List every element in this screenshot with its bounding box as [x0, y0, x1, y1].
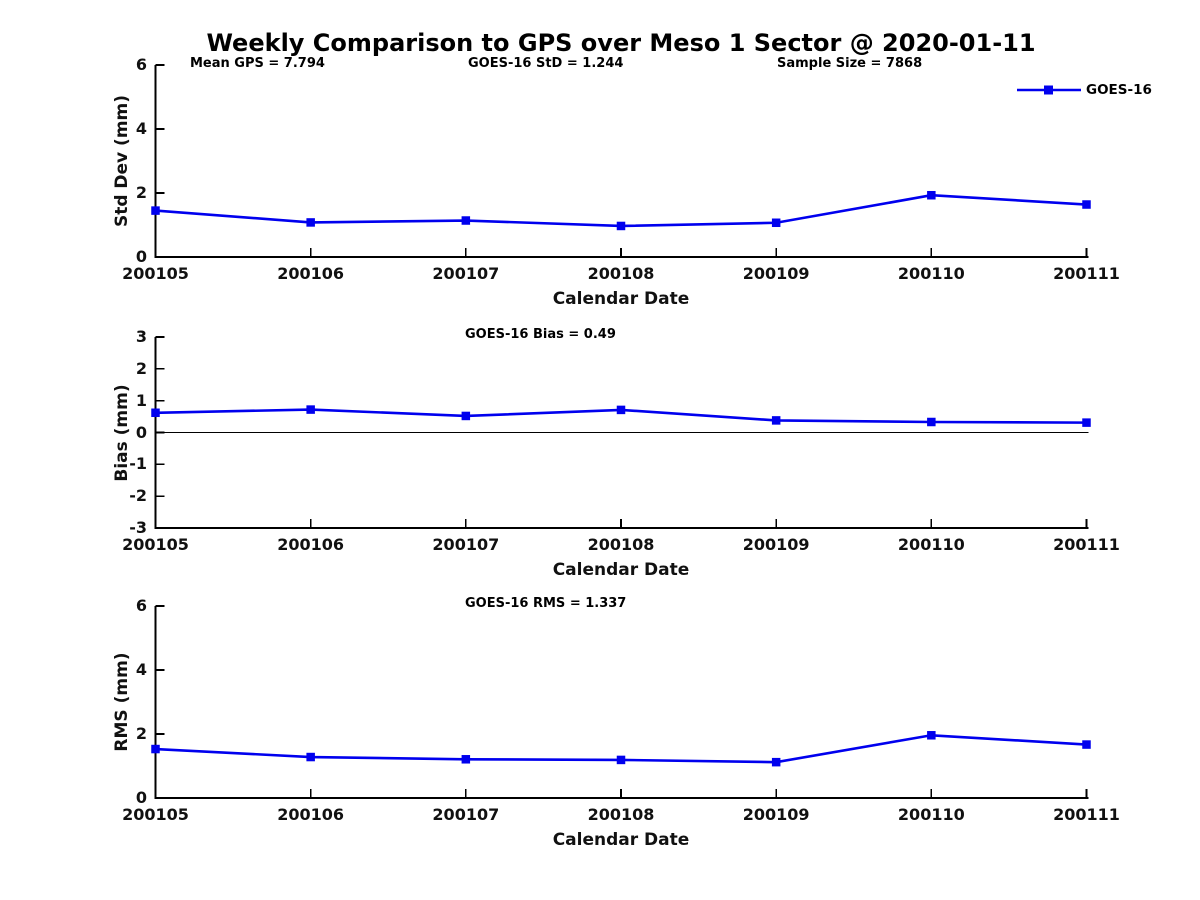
- bias-data-marker: [461, 411, 471, 421]
- bias-y-tick-label: 1: [135, 390, 147, 410]
- stddev-y-tick-label: 0: [135, 247, 147, 266]
- stddev-x-tick-label: 200108: [587, 264, 655, 283]
- rms-x-tick-label: 200106: [277, 805, 345, 824]
- legend-line-marker-icon: [1017, 85, 1081, 95]
- stddev-data-marker: [151, 206, 160, 215]
- rms-plot-area: [151, 605, 1091, 799]
- bias-y-tick-label: -1: [129, 454, 147, 474]
- rms-y-tick-label: 2: [135, 724, 147, 743]
- bias-data-marker: [771, 416, 781, 425]
- stddev-x-tick-label: 200106: [277, 264, 345, 283]
- bias-x-tick-label: 200109: [742, 535, 810, 554]
- rms-x-tick-label: 200105: [122, 805, 189, 824]
- rms-x-tick-label: 200110: [897, 805, 965, 824]
- stat-goes16-std: GOES-16 StD = 1.244: [468, 56, 624, 71]
- stddev-x-tick-label: 200110: [897, 264, 965, 283]
- bias-y-tick-label: 0: [135, 422, 147, 442]
- bias-y-tick-label: -2: [129, 486, 147, 506]
- rms-data-marker: [1082, 740, 1091, 749]
- stddev-y-tick-label: 6: [135, 55, 147, 74]
- rms-x-tick-label: 200107: [432, 805, 500, 824]
- bias-data-marker: [151, 408, 160, 418]
- bias-x-tick-label: 200108: [587, 535, 655, 554]
- rms-x-tick-label: 200109: [742, 805, 810, 824]
- stat-mean-gps: Mean GPS = 7.794: [190, 56, 325, 71]
- rms-data-marker: [771, 757, 781, 767]
- bias-y-tick-label: -3: [129, 518, 147, 537]
- stddev-data-marker: [771, 218, 781, 228]
- figure-title: Weekly Comparison to GPS over Meso 1 Sec…: [206, 29, 1036, 57]
- bias-x-tick-label: 200110: [897, 535, 965, 554]
- bias-x-tick-label: 200106: [277, 535, 345, 554]
- rms-subplot-title: GOES-16 RMS = 1.337: [465, 596, 627, 611]
- stddev-x-tick-label: 200107: [432, 264, 500, 283]
- rms-data-marker: [306, 752, 315, 762]
- bias-data-marker: [616, 405, 626, 415]
- rms-x-axis-label: Calendar Date: [552, 830, 690, 850]
- stddev-plot-area: [151, 64, 1091, 258]
- rms-y-tick-label: 4: [135, 660, 147, 679]
- stddev-x-tick-label: 200109: [742, 264, 810, 283]
- bias-plot-area: [151, 336, 1091, 529]
- bias-subplot-title: GOES-16 Bias = 0.49: [465, 327, 616, 342]
- stddev-x-axis-label: Calendar Date: [552, 289, 690, 309]
- rms-y-tick-label: 6: [135, 596, 147, 615]
- stddev-data-marker: [306, 218, 315, 227]
- rms-data-marker: [927, 731, 936, 740]
- stat-sample-size: Sample Size = 7868: [777, 56, 923, 71]
- stddev-data-marker: [461, 216, 471, 225]
- bias-x-tick-label: 200107: [432, 535, 500, 554]
- bias-y-tick-label: 2: [135, 358, 147, 378]
- legend-label: GOES-16: [1086, 82, 1152, 98]
- stddev-data-line: [155, 193, 1087, 228]
- rms-data-marker: [616, 755, 626, 765]
- bias-data-marker: [306, 405, 315, 414]
- stddev-data-marker: [927, 190, 936, 200]
- bias-y-tick-label: 3: [135, 327, 147, 346]
- bias-x-tick-label: 200111: [1053, 535, 1120, 554]
- stddev-y-tick-label: 4: [135, 119, 147, 138]
- rms-data-marker: [461, 755, 471, 764]
- stddev-data-marker: [616, 221, 626, 231]
- bias-x-axis-label: Calendar Date: [552, 560, 690, 580]
- stddev-y-tick-label: 2: [135, 183, 147, 202]
- stddev-x-tick-label: 200111: [1053, 264, 1120, 283]
- rms-data-marker: [151, 744, 160, 754]
- stddev-data-marker: [1082, 200, 1091, 209]
- bias-data-marker: [1082, 418, 1091, 427]
- rms-y-tick-label: 0: [135, 788, 147, 807]
- bias-data-marker: [927, 417, 936, 427]
- stddev-x-tick-label: 200105: [122, 264, 189, 283]
- bias-x-tick-label: 200105: [122, 535, 189, 554]
- rms-x-tick-label: 200108: [587, 805, 655, 824]
- rms-x-tick-label: 200111: [1053, 805, 1120, 824]
